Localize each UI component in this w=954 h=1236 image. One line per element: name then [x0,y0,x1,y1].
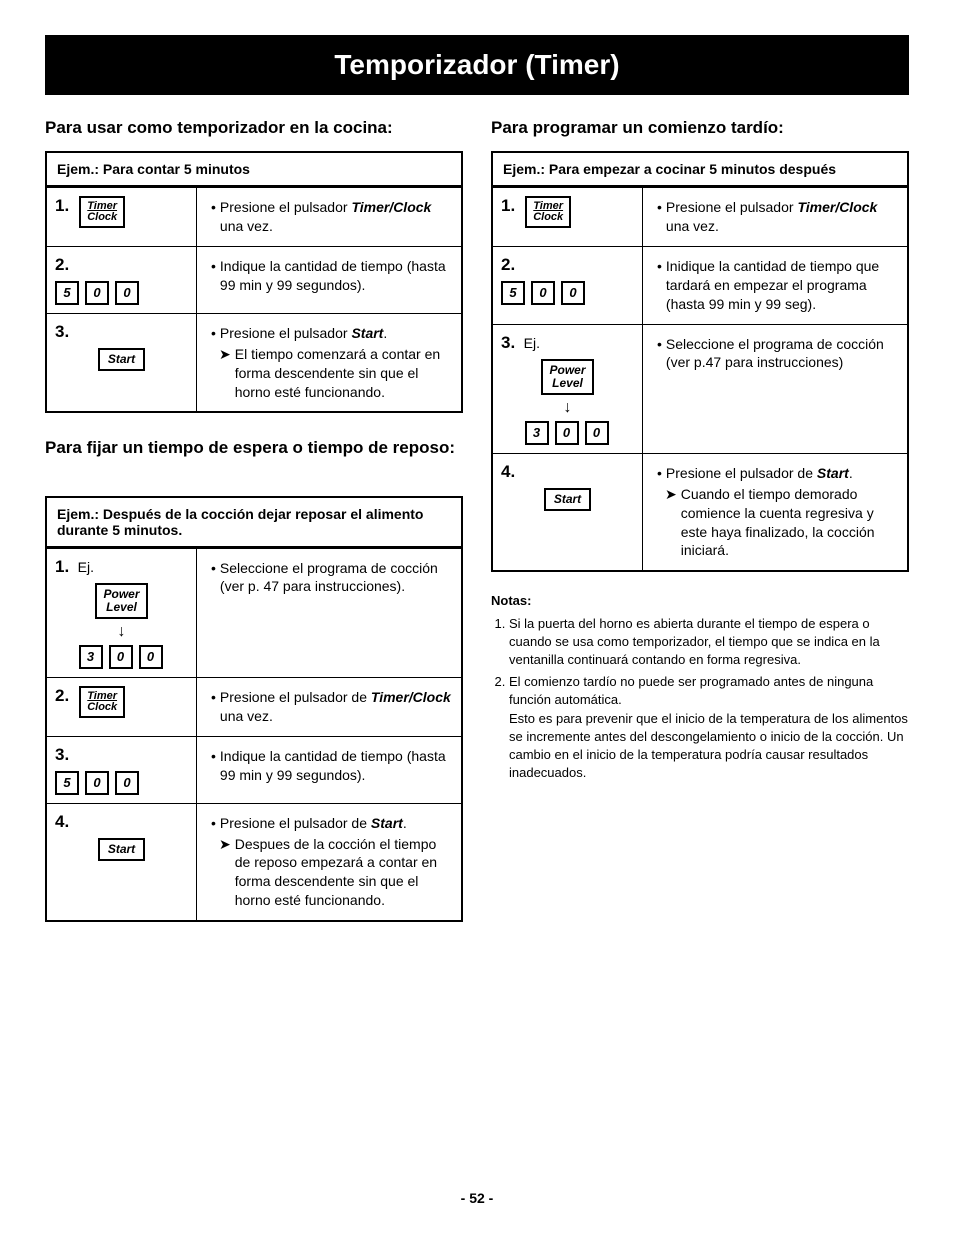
power-level-icon: PowerLevel ↓ 3 0 0 [55,583,188,669]
note-item: El comienzo tardío no puede ser programa… [509,673,909,782]
step-description: •Seleccione el programa de cocción (ver … [197,549,461,677]
step-description: •Presione el pulsador Timer/Clock una ve… [643,188,907,246]
power-level-icon: PowerLevel ↓ 3 0 0 [501,359,634,445]
step-number: 2. [55,686,69,706]
step-number: 2. [55,255,184,275]
step-number: 4. [501,462,630,482]
step-row: 3. Ej. PowerLevel ↓ 3 0 0 •Se [493,324,907,453]
start-button-icon: Start [98,348,145,371]
example-box-delayed-start: Ejem.: Para empezar a cocinar 5 minutos … [491,151,909,572]
step-number: 1. [501,196,515,216]
down-arrow-icon: ↓ [118,623,126,641]
step-number: 2. [501,255,630,275]
step-number: 3. [501,333,515,352]
step-number: 1. [55,196,69,216]
step-number: 3. [55,745,184,765]
section-heading-delayed-start: Para programar un comienzo tardío: [491,117,909,139]
step-number: 4. [55,812,184,832]
step-row: 2. 5 0 0 •Indique la cantidad de tiempo … [47,246,461,313]
notes-heading: Notas: [491,592,909,610]
step-row: 2. 5 0 0 •Inidique la cantidad de tiempo… [493,246,907,324]
step-description: •Indique la cantidad de tiempo (hasta 99… [197,247,461,313]
page-number: - 52 - [0,1190,954,1206]
step-row: 1. TimerClock •Presione el pulsador Time… [47,187,461,246]
timer-clock-button-icon: TimerClock [525,196,571,228]
notes-section: Notas: Si la puerta del horno es abierta… [491,592,909,782]
example-header: Ejem.: Después de la cocción dejar repos… [47,498,461,548]
step-description: •Presione el pulsador Start. ➤El tiempo … [197,314,461,412]
step-row: 4. Start •Presione el pulsador de Start.… [47,803,461,920]
step-row: 3. Start •Presione el pulsador Start. ➤E… [47,313,461,412]
step-row: 4. Start •Presione el pulsador de Start.… [493,453,907,570]
note-item: Si la puerta del horno es abierta durant… [509,615,909,670]
section-heading-standing-time: Para fijar un tiempo de espera o tiempo … [45,437,463,459]
step-description: •Presione el pulsador Timer/Clock una ve… [197,188,461,246]
timer-clock-button-icon: TimerClock [79,686,125,718]
step-row: 1. Ej. PowerLevel ↓ 3 0 0 •Se [47,548,461,677]
section-heading-kitchen-timer: Para usar como temporizador en la cocina… [45,117,463,139]
down-arrow-icon: ↓ [564,399,572,417]
step-description: •Indique la cantidad de tiempo (hasta 99… [197,737,461,803]
step-row: 3. 5 0 0 •Indique la cantidad de tiempo … [47,736,461,803]
step-description: •Seleccione el programa de cocción (ver … [643,325,907,453]
step-row: 1. TimerClock •Presione el pulsador Time… [493,187,907,246]
digit-keys-icon: 5 0 0 [501,281,634,305]
step-number: 3. [55,322,184,342]
left-column: Para usar como temporizador en la cocina… [45,117,463,922]
step-description: •Presione el pulsador de Timer/Clock una… [197,678,461,736]
example-header: Ejem.: Para empezar a cocinar 5 minutos … [493,153,907,187]
content-columns: Para usar como temporizador en la cocina… [45,117,909,922]
timer-clock-button-icon: TimerClock [79,196,125,228]
digit-keys-icon: 5 0 0 [55,281,188,305]
step-number: 1. [55,557,69,576]
step-description: •Presione el pulsador de Start. ➤Cuando … [643,454,907,570]
page-title: Temporizador (Timer) [45,35,909,95]
start-button-icon: Start [98,838,145,861]
step-description: •Presione el pulsador de Start. ➤Despues… [197,804,461,920]
example-box-kitchen-timer: Ejem.: Para contar 5 minutos 1. TimerClo… [45,151,463,413]
digit-keys-icon: 5 0 0 [55,771,188,795]
example-header: Ejem.: Para contar 5 minutos [47,153,461,187]
right-column: Para programar un comienzo tardío: Ejem.… [491,117,909,922]
step-row: 2. TimerClock •Presione el pulsador de T… [47,677,461,736]
notes-list: Si la puerta del horno es abierta durant… [491,615,909,783]
example-box-standing-time: Ejem.: Después de la cocción dejar repos… [45,496,463,923]
start-button-icon: Start [544,488,591,511]
step-description: •Inidique la cantidad de tiempo que tard… [643,247,907,324]
